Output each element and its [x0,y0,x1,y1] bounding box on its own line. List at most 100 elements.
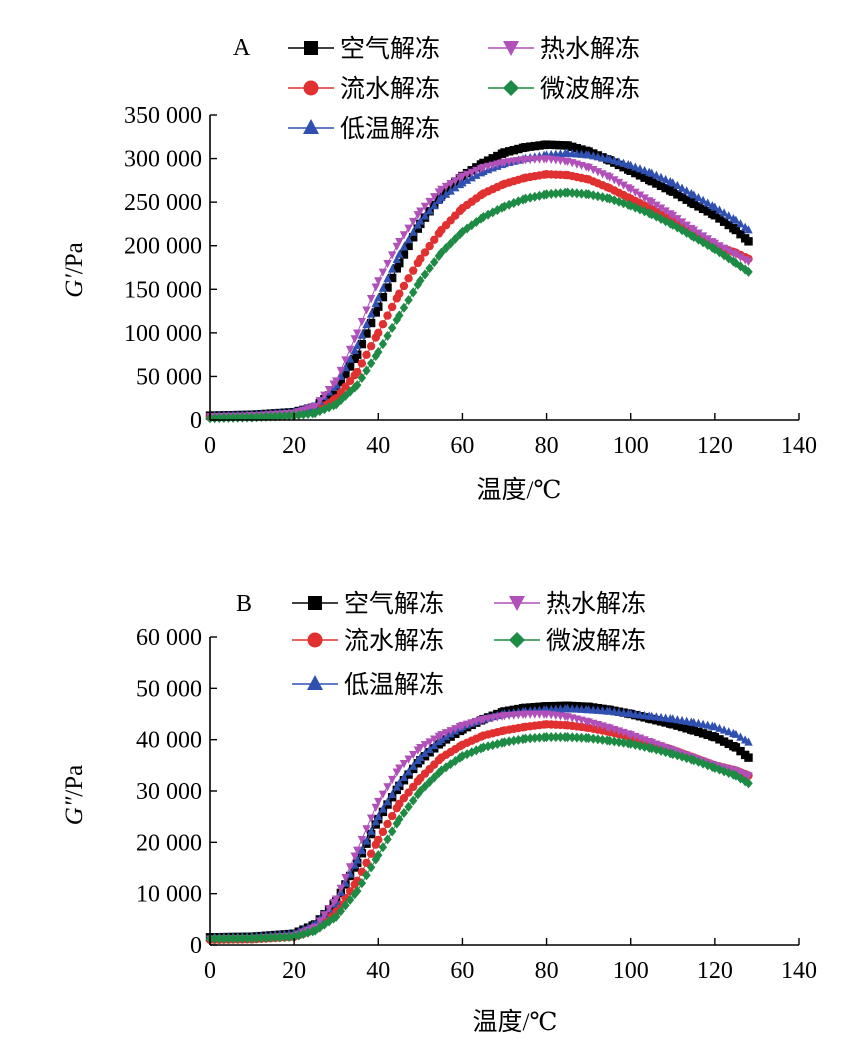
data-point [420,748,430,758]
data-point [614,157,624,166]
data-point [640,165,649,175]
data-point [383,259,392,269]
data-point [556,141,565,150]
legend-label: 空气解冻 [340,35,440,63]
data-point [514,144,523,154]
panel-a-legend: 空气解冻 流水解冻 低温解冻 热水解冻 微波解冻 [288,35,640,143]
data-point [521,143,530,152]
data-point [374,277,383,286]
data-point [366,341,376,351]
data-point [572,732,582,743]
data-point [744,778,753,789]
data-point [366,849,376,858]
panel-a-axes: 0 50 000 100 000 150 000 200 000 250 000 300 0… [124,103,817,459]
data-point [710,239,720,248]
data-point [437,185,446,194]
data-point [219,933,229,944]
data-point [362,350,371,360]
data-point [441,729,451,738]
data-point [383,283,392,292]
data-point [266,932,275,943]
data-point [619,163,628,172]
data-point [434,767,444,778]
data-point [362,306,371,315]
data-point [736,732,745,741]
legend-label: 流水解冻 [344,627,444,655]
data-point [336,366,346,376]
data-point [362,365,371,376]
data-point [535,141,544,150]
y-tick-label: 0 [190,408,202,434]
data-point [605,154,614,163]
data-point [420,211,430,220]
data-point [724,211,733,220]
data-point [661,183,670,193]
data-point [441,189,451,198]
data-point [430,200,439,210]
data-point [430,257,439,268]
data-point [275,411,285,422]
data-point [280,411,289,422]
x-tick-label: 80 [535,958,559,984]
panel-b: B 空气解冻 流水解冻 低温解冻 热水解冻 [61,590,817,1036]
data-point [345,362,355,371]
data-point [462,175,472,184]
data-point [357,845,367,855]
data-point [409,227,418,236]
panel-a: A 空气解冻 流水解冻 低温解冻 热水解冻 [61,35,817,504]
data-point [631,162,640,171]
data-point [374,811,383,821]
data-point [378,827,388,837]
data-point [371,817,380,826]
data-point [694,202,703,211]
data-point [395,249,404,258]
data-point [619,158,628,167]
data-point [488,154,497,163]
data-point [399,772,409,782]
data-point [614,196,624,207]
data-point [366,862,376,873]
data-point [387,322,397,333]
data-point [542,732,551,743]
data-point [446,186,455,195]
data-point [572,188,582,199]
data-point [332,895,341,904]
y-tick-label: 150 000 [124,277,202,303]
data-point [668,219,677,230]
data-point [530,191,539,202]
data-point [710,202,720,211]
data-point [514,196,523,207]
y-tick-label: 200 000 [124,234,202,260]
data-point [404,788,413,797]
legend-entry: 微波解冻 [494,627,646,655]
data-point [631,168,640,178]
data-point [589,166,598,175]
data-point [362,329,371,338]
data-point [345,345,355,354]
data-point [425,776,434,788]
data-point [682,724,691,733]
data-point [694,229,703,238]
data-point [652,201,661,210]
data-point [404,241,413,251]
data-point [341,878,350,887]
data-point [357,339,367,349]
data-point [694,756,703,767]
data-point [551,140,561,150]
data-point [703,730,712,740]
x-tick-label: 120 [697,433,733,459]
data-point [715,735,724,744]
data-point [404,801,413,812]
data-point [350,852,359,861]
data-point [640,741,649,752]
data-point [656,204,666,213]
legend-entry: 低温解冻 [292,671,444,699]
data-point [626,160,635,169]
data-point [383,834,392,845]
data-point [689,190,699,199]
x-tick-label: 0 [204,958,216,984]
data-point [462,720,472,729]
data-point [362,858,371,867]
data-point [271,932,280,943]
data-point [689,199,699,209]
